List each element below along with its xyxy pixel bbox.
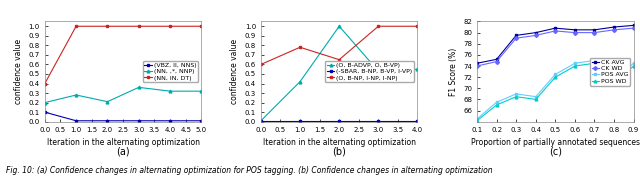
(VBZ, II, NNS): [72, 120, 80, 122]
CK WD: [473, 65, 481, 67]
Line: (VBZ, II, NNS): (VBZ, II, NNS): [44, 111, 203, 122]
POS WD: [493, 104, 500, 106]
(NN, ,*, NNP): [104, 101, 111, 103]
CK AVG: [532, 32, 540, 34]
Legend: (O, B-ADVP, O, B-VP), (-SBAR, B-NP, B-VP, I-VP), (O, B-NP, I-NP, I-NP): (O, B-ADVP, O, B-VP), (-SBAR, B-NP, B-VP…: [325, 61, 414, 83]
(O, B-NP, I-NP, I-NP): [257, 63, 265, 66]
CK WD: [591, 32, 598, 34]
CK AVG: [571, 29, 579, 31]
POS WD: [473, 120, 481, 122]
(NN, IN, DT): [72, 25, 80, 27]
CK WD: [512, 37, 520, 39]
(VBZ, II, NNS): [41, 111, 49, 113]
Line: CK AVG: CK AVG: [476, 24, 635, 65]
(-SBAR, B-NP, B-VP, I-VP): [335, 120, 343, 122]
(-SBAR, B-NP, B-VP, I-VP): [296, 120, 304, 122]
CK WD: [630, 27, 637, 29]
CK AVG: [610, 26, 618, 28]
Line: (O, B-NP, I-NP, I-NP): (O, B-NP, I-NP, I-NP): [259, 25, 419, 66]
X-axis label: Iteration in the alternating optimization: Iteration in the alternating optimizatio…: [47, 138, 200, 147]
Line: (NN, IN, DT): (NN, IN, DT): [44, 25, 203, 85]
CK WD: [571, 32, 579, 34]
(VBZ, II, NNS): [104, 120, 111, 122]
POS AVG: [552, 73, 559, 76]
Text: (c): (c): [549, 147, 562, 157]
POS WD: [591, 62, 598, 64]
Line: POS AVG: POS AVG: [476, 59, 635, 120]
(O, B-ADVP, O, B-VP): [257, 120, 265, 122]
POS AVG: [493, 101, 500, 103]
(VBZ, II, NNS): [135, 120, 143, 122]
(O, B-ADVP, O, B-VP): [374, 70, 382, 72]
POS WD: [571, 65, 579, 67]
CK AVG: [630, 24, 637, 26]
POS AVG: [473, 118, 481, 120]
Text: (a): (a): [116, 147, 130, 157]
(O, B-ADVP, O, B-VP): [413, 68, 421, 70]
Legend: (VBZ, II, NNS), (NN, ,*, NNP), (NN, IN, DT): (VBZ, II, NNS), (NN, ,*, NNP), (NN, IN, …: [143, 61, 198, 83]
(-SBAR, B-NP, B-VP, I-VP): [413, 120, 421, 122]
(NN, ,*, NNP): [41, 101, 49, 104]
(O, B-ADVP, O, B-VP): [296, 81, 304, 83]
Y-axis label: confidence value: confidence value: [14, 39, 23, 104]
CK WD: [493, 61, 500, 63]
(NN, ,*, NNP): [135, 86, 143, 88]
Text: (b): (b): [332, 147, 346, 157]
(NN, IN, DT): [41, 83, 49, 85]
(O, B-ADVP, O, B-VP): [335, 25, 343, 27]
Y-axis label: F1 Score (%): F1 Score (%): [449, 47, 458, 96]
(NN, ,*, NNP): [72, 94, 80, 96]
POS WD: [630, 65, 637, 67]
POS AVG: [630, 62, 637, 64]
CK AVG: [591, 29, 598, 31]
POS WD: [552, 76, 559, 78]
POS AVG: [571, 62, 579, 64]
(-SBAR, B-NP, B-VP, I-VP): [374, 120, 382, 122]
(NN, IN, DT): [198, 25, 205, 27]
X-axis label: Proportion of partially annotated sequences: Proportion of partially annotated sequen…: [471, 138, 640, 147]
POS AVG: [532, 96, 540, 98]
POS WD: [532, 98, 540, 101]
POS WD: [512, 96, 520, 98]
CK WD: [552, 30, 559, 32]
POS WD: [610, 82, 618, 84]
(O, B-NP, I-NP, I-NP): [374, 25, 382, 27]
(VBZ, II, NNS): [166, 120, 174, 122]
POS AVG: [512, 93, 520, 95]
(NN, IN, DT): [166, 25, 174, 27]
Legend: CK AVG, CK WD, POS AVG, POS WD: CK AVG, CK WD, POS AVG, POS WD: [590, 58, 630, 86]
(-SBAR, B-NP, B-VP, I-VP): [257, 120, 265, 122]
CK WD: [610, 29, 618, 31]
CK AVG: [552, 27, 559, 29]
(NN, IN, DT): [104, 25, 111, 27]
(NN, ,*, NNP): [166, 90, 174, 92]
Line: (O, B-ADVP, O, B-VP): (O, B-ADVP, O, B-VP): [259, 25, 419, 122]
X-axis label: Iteration in the alternating optimization: Iteration in the alternating optimizatio…: [262, 138, 416, 147]
POS AVG: [591, 59, 598, 62]
POS AVG: [610, 79, 618, 81]
CK AVG: [493, 58, 500, 61]
CK WD: [532, 34, 540, 37]
Line: (NN, ,*, NNP): (NN, ,*, NNP): [44, 86, 203, 104]
Line: CK WD: CK WD: [476, 27, 635, 67]
CK AVG: [512, 34, 520, 37]
(O, B-NP, I-NP, I-NP): [296, 46, 304, 48]
(O, B-NP, I-NP, I-NP): [413, 25, 421, 27]
(VBZ, II, NNS): [198, 120, 205, 122]
CK AVG: [473, 62, 481, 64]
(NN, IN, DT): [135, 25, 143, 27]
Line: POS WD: POS WD: [476, 62, 635, 122]
Line: (-SBAR, B-NP, B-VP, I-VP): (-SBAR, B-NP, B-VP, I-VP): [259, 119, 419, 122]
Text: Fig. 10: (a) Confidence changes in alternating optimization for POS tagging. (b): Fig. 10: (a) Confidence changes in alter…: [6, 166, 493, 175]
(NN, ,*, NNP): [198, 90, 205, 92]
(O, B-NP, I-NP, I-NP): [335, 59, 343, 61]
Y-axis label: confidence value: confidence value: [230, 39, 239, 104]
